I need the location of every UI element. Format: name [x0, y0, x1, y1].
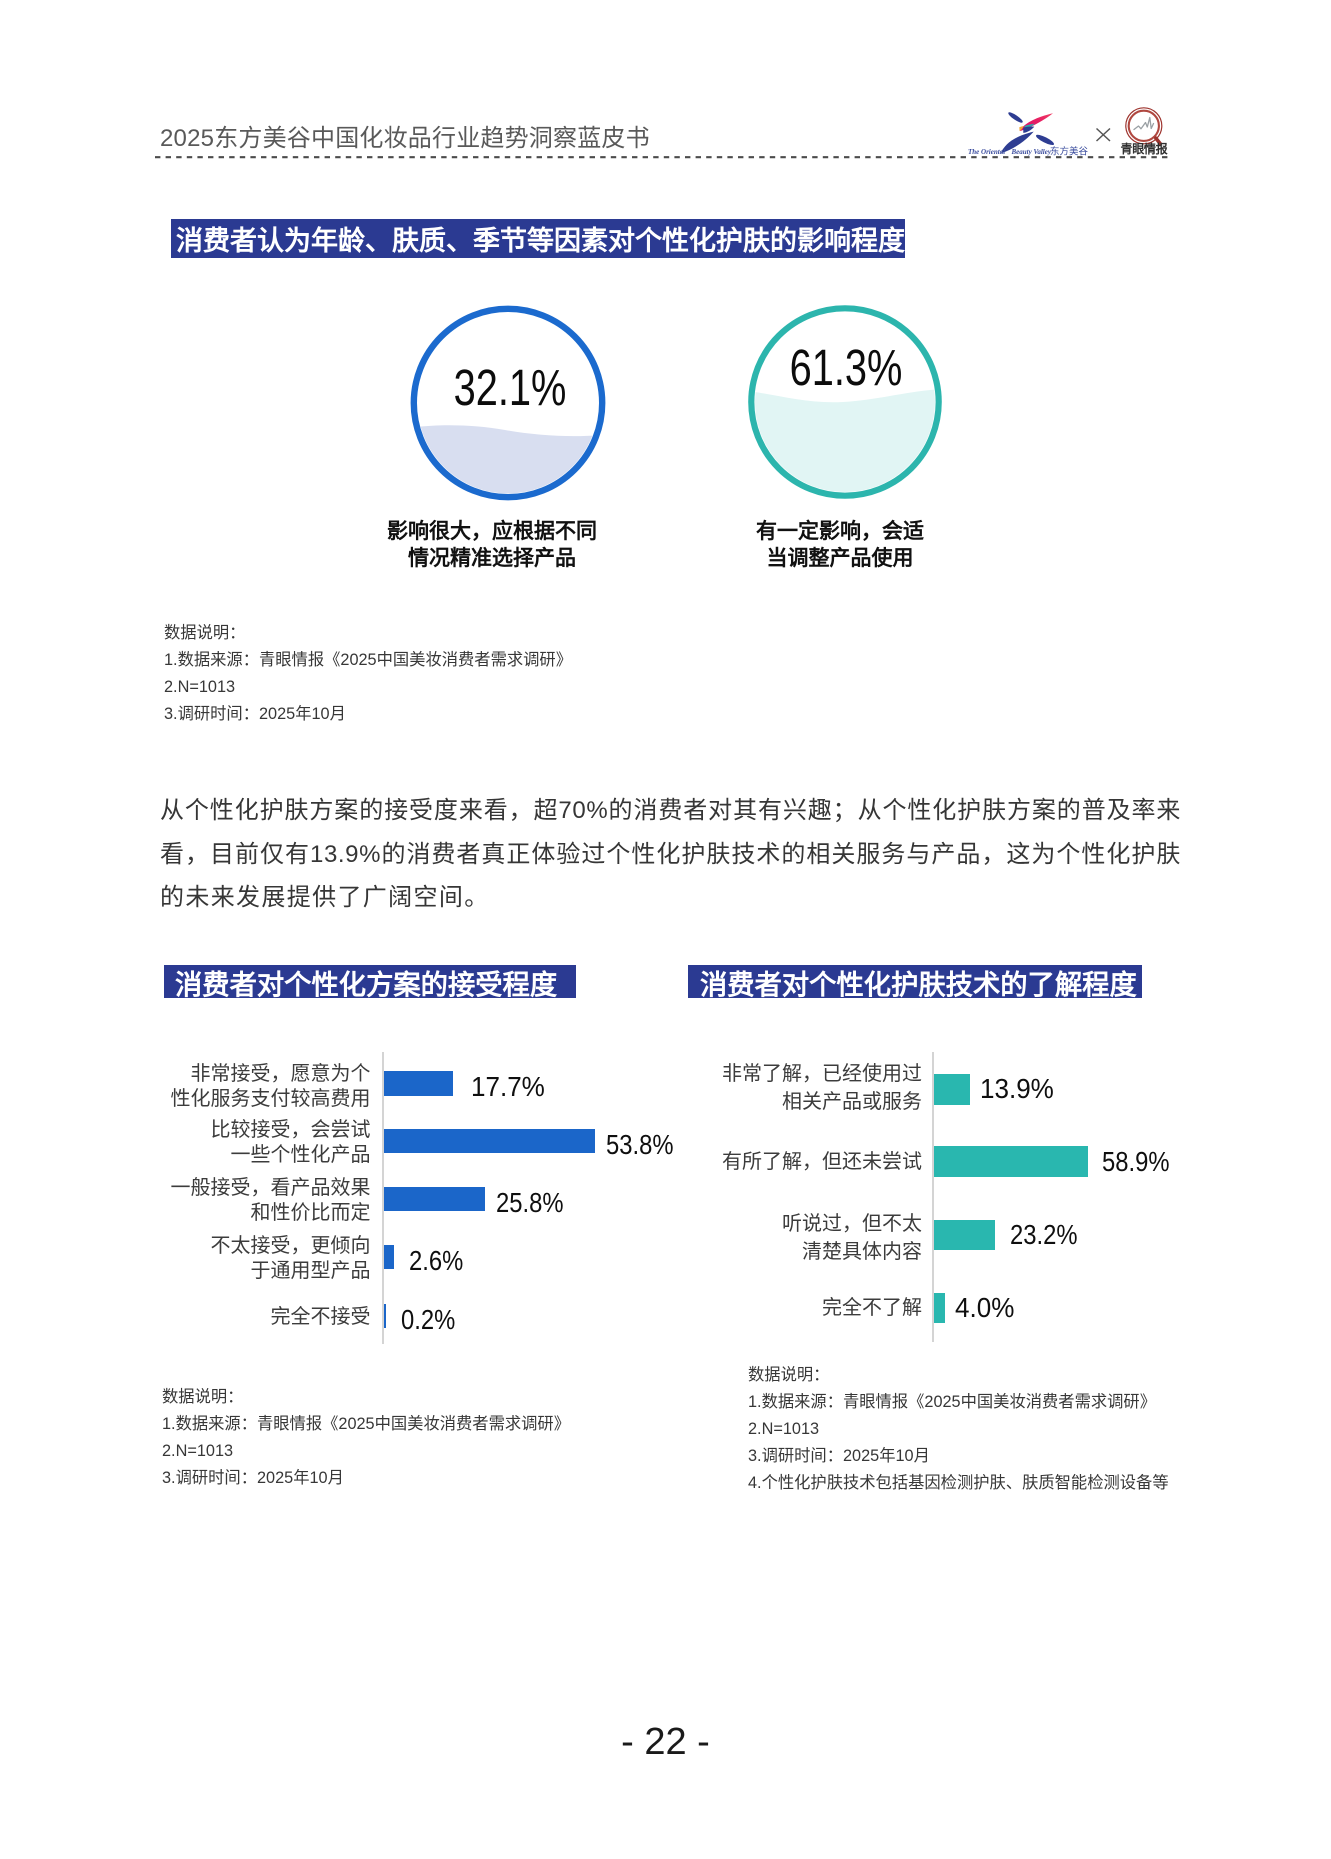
- svg-text:Beauty Valley: Beauty Valley: [1011, 148, 1052, 156]
- svg-text:The Oriental: The Oriental: [968, 148, 1005, 156]
- svg-text:东方美谷: 东方美谷: [1050, 146, 1089, 158]
